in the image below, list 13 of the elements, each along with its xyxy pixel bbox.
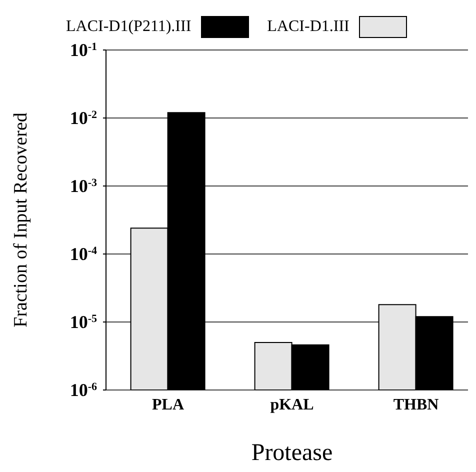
x-tick-label: THBN (393, 396, 440, 414)
x-tick-label: PLA (152, 396, 184, 414)
y-tick-label: 10$^{-1}$ (70, 40, 97, 60)
y-tick-label: 10$^{-3}$ (70, 176, 98, 196)
x-tick-label: pKAL (270, 396, 314, 414)
y-tick-label: 10$^{-5}$ (70, 312, 98, 332)
legend-label: LACI-D1(P211).III (66, 18, 192, 36)
y-tick-label: 10$^{-6}$ (70, 380, 98, 400)
y-tick-label: 10$^{-2}$ (70, 108, 98, 128)
y-axis-title: Fraction of Input Recovered (10, 112, 32, 328)
y-tick-label: 10$^{-4}$ (70, 244, 98, 264)
x-axis-title: Protease (251, 440, 333, 466)
legend-label: LACI-D1.III (267, 18, 350, 36)
